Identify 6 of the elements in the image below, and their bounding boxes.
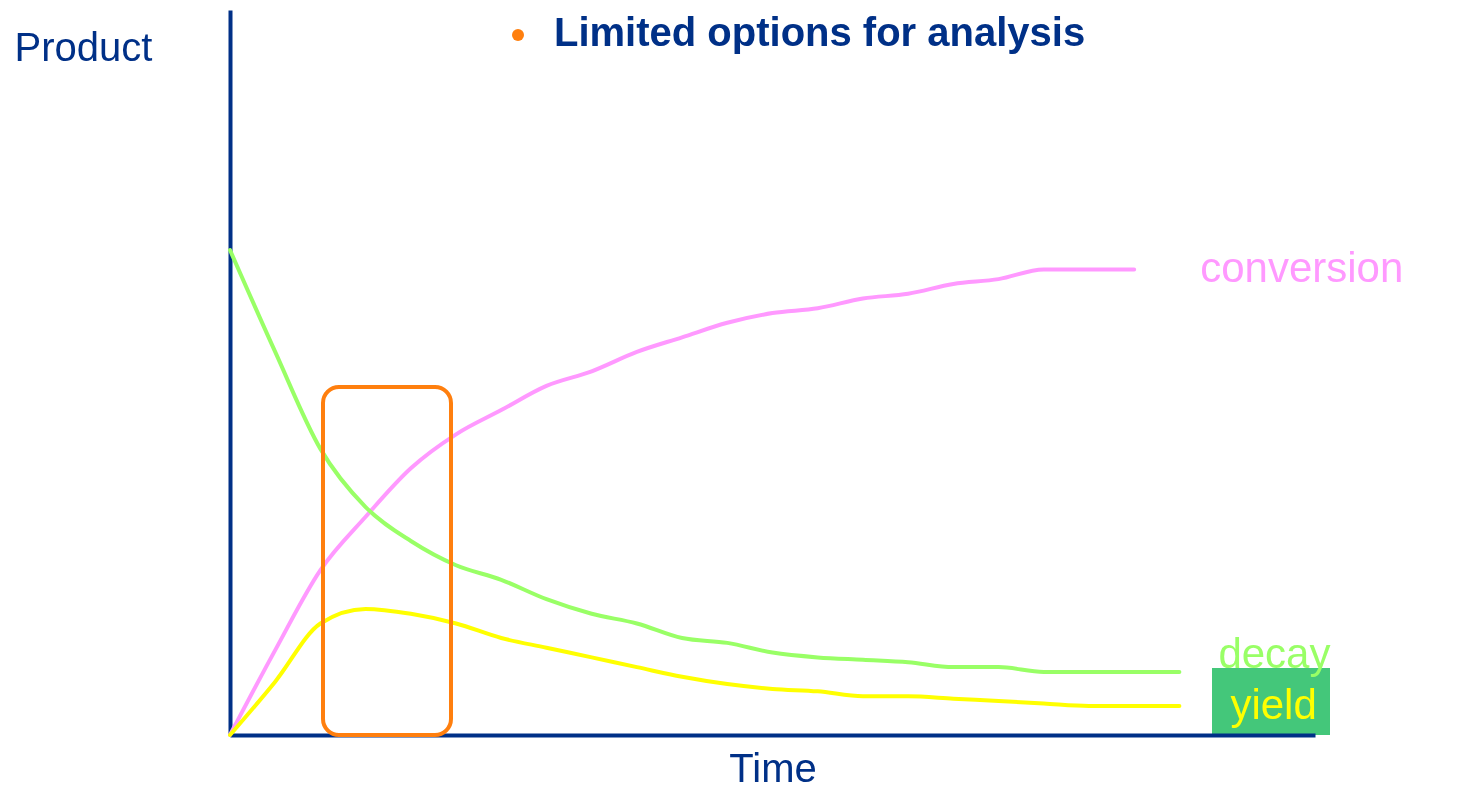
series-label: yield <box>1230 680 1317 728</box>
x-axis-title: Time <box>729 745 817 790</box>
chart-title: Limited options for analysis <box>554 10 1086 54</box>
series-label: conversion <box>1200 244 1404 292</box>
series-label: decay <box>1218 629 1331 677</box>
y-axis-title: Product <box>14 24 153 69</box>
